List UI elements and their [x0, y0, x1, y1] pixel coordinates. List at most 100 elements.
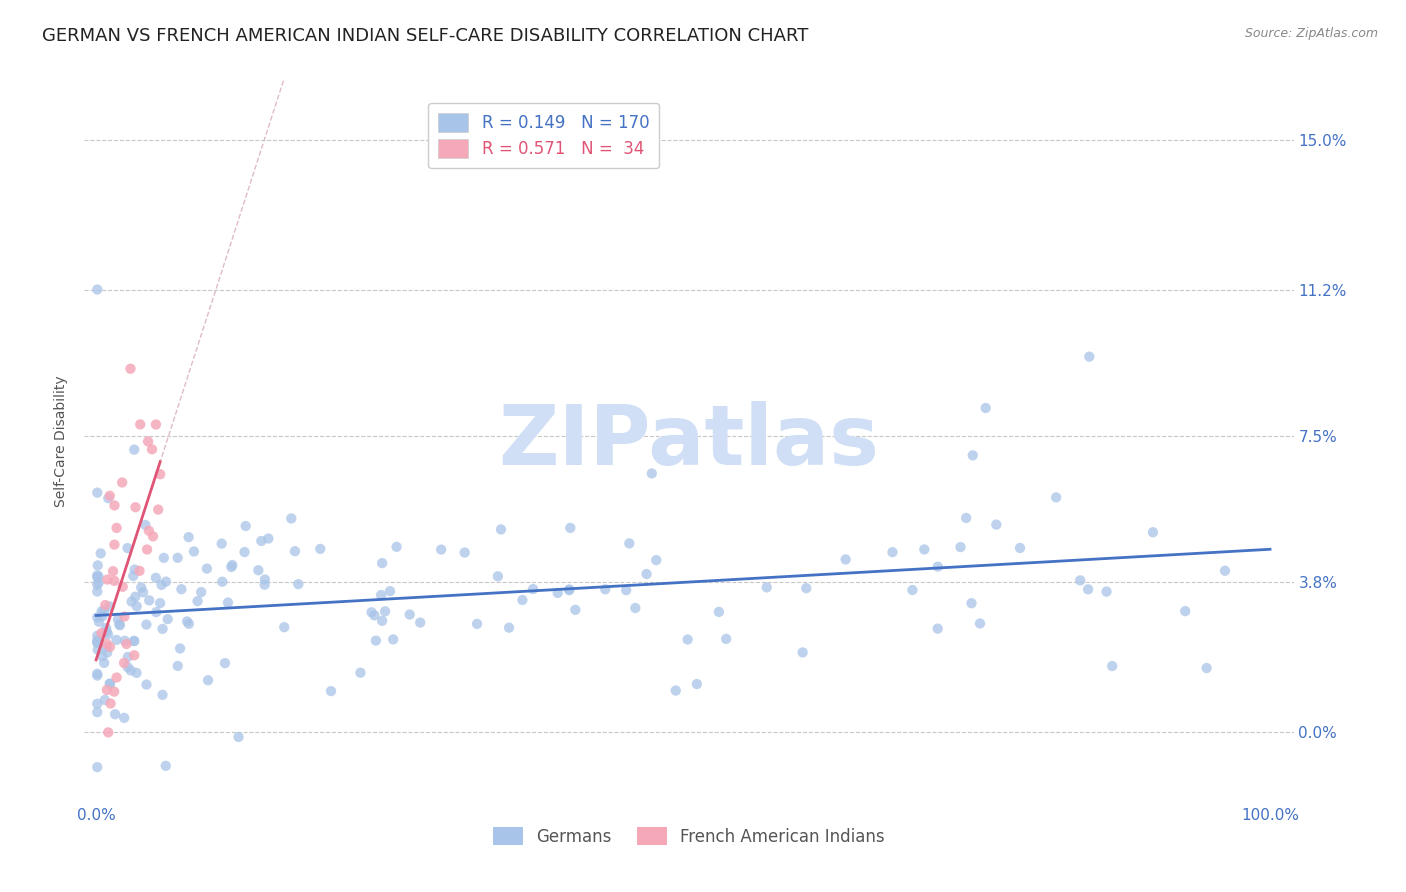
Point — [124, 648, 146, 663]
Point — [217, 596, 239, 610]
Point — [103, 538, 125, 552]
Point — [152, 622, 174, 636]
Point — [363, 608, 385, 623]
Point — [962, 448, 984, 462]
Point — [454, 545, 477, 559]
Point — [755, 580, 778, 594]
Text: Source: ZipAtlas.com: Source: ZipAtlas.com — [1244, 27, 1378, 40]
Point — [986, 517, 1008, 532]
Point — [145, 417, 167, 432]
Point — [547, 586, 569, 600]
Point — [156, 612, 179, 626]
Point — [166, 550, 188, 565]
Point — [969, 616, 991, 631]
Point — [641, 467, 664, 481]
Point — [257, 532, 280, 546]
Point — [86, 636, 108, 650]
Point — [187, 594, 209, 608]
Point — [145, 571, 167, 585]
Point — [98, 489, 121, 503]
Point — [86, 760, 108, 774]
Point — [148, 502, 170, 516]
Point — [91, 649, 114, 664]
Point — [125, 599, 148, 614]
Point — [250, 533, 273, 548]
Point — [287, 577, 309, 591]
Point — [360, 605, 382, 619]
Point — [153, 550, 176, 565]
Point — [794, 581, 817, 595]
Point — [614, 583, 637, 598]
Point — [152, 688, 174, 702]
Point — [105, 521, 128, 535]
Point — [128, 564, 150, 578]
Point — [145, 605, 167, 619]
Point — [190, 585, 212, 599]
Point — [96, 640, 118, 654]
Point — [714, 632, 737, 646]
Point — [122, 633, 145, 648]
Point — [465, 616, 488, 631]
Point — [155, 574, 177, 589]
Point — [112, 609, 135, 624]
Point — [177, 530, 200, 544]
Point — [87, 642, 110, 657]
Point — [183, 544, 205, 558]
Point — [87, 575, 110, 590]
Point — [1195, 661, 1218, 675]
Point — [91, 609, 114, 624]
Point — [111, 580, 134, 594]
Point — [86, 570, 108, 584]
Point — [117, 649, 139, 664]
Point — [141, 442, 163, 457]
Point — [112, 656, 135, 670]
Point — [1069, 574, 1091, 588]
Point — [97, 491, 120, 506]
Point — [247, 563, 270, 577]
Point — [284, 544, 307, 558]
Point — [619, 536, 641, 550]
Point — [124, 500, 146, 515]
Point — [122, 569, 145, 583]
Point — [136, 434, 159, 449]
Point — [122, 442, 145, 457]
Point — [87, 558, 110, 573]
Point — [319, 684, 342, 698]
Point — [949, 540, 972, 554]
Point — [132, 585, 155, 599]
Point — [1077, 582, 1099, 597]
Point — [86, 629, 108, 643]
Point — [86, 283, 108, 297]
Point — [593, 582, 616, 597]
Point — [98, 676, 121, 690]
Point — [86, 584, 108, 599]
Point — [87, 615, 110, 629]
Point — [707, 605, 730, 619]
Point — [142, 529, 165, 543]
Point — [98, 640, 121, 654]
Point — [253, 578, 276, 592]
Point — [645, 553, 668, 567]
Point — [901, 582, 924, 597]
Point — [1008, 541, 1031, 555]
Point — [430, 542, 453, 557]
Point — [86, 610, 108, 624]
Point — [86, 485, 108, 500]
Point — [273, 620, 295, 634]
Point — [105, 671, 128, 685]
Legend: Germans, French American Indians: Germans, French American Indians — [486, 821, 891, 852]
Point — [115, 637, 138, 651]
Point — [103, 684, 125, 698]
Point — [129, 417, 152, 432]
Point — [103, 574, 125, 588]
Point — [1101, 659, 1123, 673]
Point — [134, 518, 156, 533]
Point — [107, 612, 129, 626]
Point — [125, 665, 148, 680]
Point — [228, 730, 250, 744]
Point — [349, 665, 371, 680]
Text: ZIPatlas: ZIPatlas — [499, 401, 879, 482]
Point — [253, 573, 276, 587]
Point — [138, 524, 160, 538]
Point — [94, 693, 117, 707]
